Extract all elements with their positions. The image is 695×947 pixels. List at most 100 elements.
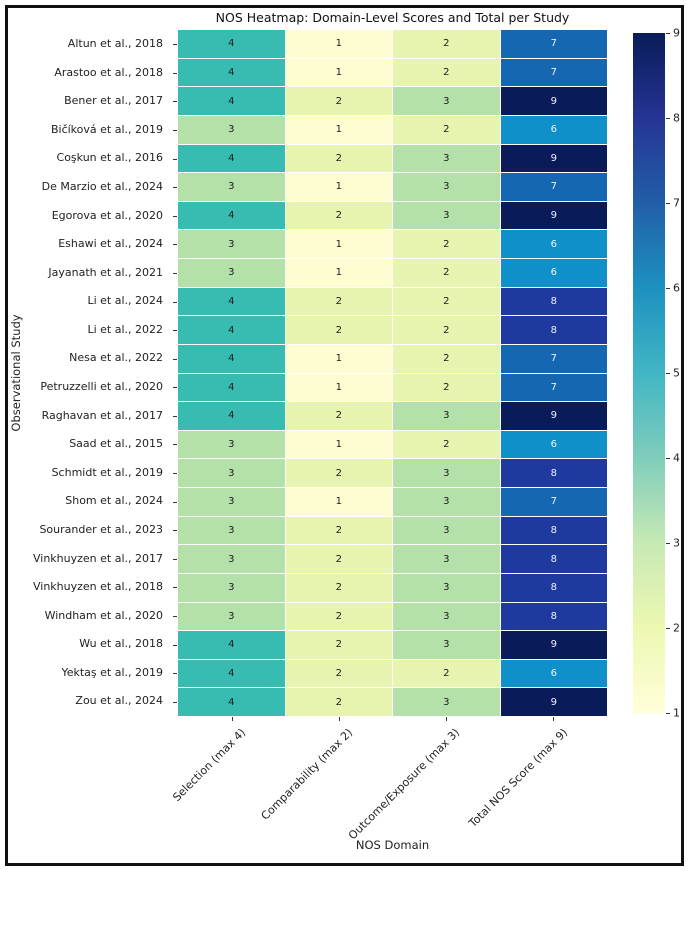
heatmap-cell: 1 xyxy=(285,115,392,144)
colorbar-tick-mark xyxy=(666,33,670,34)
y-tick-label: Shom et al., 2024 xyxy=(65,494,163,508)
y-tick-mark xyxy=(173,644,177,646)
heatmap-cell: 2 xyxy=(285,201,392,230)
heatmap-cell: 2 xyxy=(285,316,392,344)
heatmap-cell: 4 xyxy=(178,373,285,402)
heatmap-cell: 3 xyxy=(178,173,285,201)
x-tick-label-selection: Selection (max 4) xyxy=(170,726,249,804)
heatmap-cell: 2 xyxy=(393,30,500,58)
y-tick-label: Nesa et al., 2022 xyxy=(69,351,163,365)
heatmap-cell: 2 xyxy=(285,459,392,487)
x-tick-mark xyxy=(338,717,340,721)
heatmap-cell: 4 xyxy=(178,144,285,173)
y-tick-mark xyxy=(173,415,177,417)
heatmap-cell: 8 xyxy=(500,287,607,316)
heatmap-cell: 6 xyxy=(500,430,607,459)
y-tick-mark xyxy=(173,101,177,103)
heatmap-cell: 4 xyxy=(178,87,285,115)
x-tick-label-total: Total NOS Score (max 9) xyxy=(466,726,571,830)
colorbar-tick-mark xyxy=(666,458,670,459)
heatmap-cell: 3 xyxy=(393,545,500,573)
heatmap-cell: 2 xyxy=(285,573,392,602)
heatmap-cell: 1 xyxy=(285,230,392,258)
heatmap-cell: 3 xyxy=(393,173,500,201)
y-tick-label: Eshawi et al., 2024 xyxy=(58,237,163,251)
colorbar-tick-mark xyxy=(666,118,670,119)
heatmap-cell: 3 xyxy=(393,631,500,659)
heatmap-cell: 7 xyxy=(500,58,607,87)
y-tick-mark xyxy=(173,473,177,475)
heatmap-cell: 7 xyxy=(500,373,607,402)
heatmap-cell: 2 xyxy=(285,659,392,688)
heatmap-cell: 2 xyxy=(285,631,392,659)
heatmap-cell: 9 xyxy=(500,631,607,659)
heatmap-cell: 2 xyxy=(393,659,500,688)
colorbar-tick-mark xyxy=(666,628,670,629)
y-tick-label: Schmidt et al., 2019 xyxy=(51,465,163,479)
y-tick-mark xyxy=(173,587,177,589)
y-tick-labels: Altun et al., 2018 Arastoo et al., 2018 Be… xyxy=(0,30,171,716)
heatmap-cell: 4 xyxy=(178,659,285,688)
heatmap-cell: 2 xyxy=(393,316,500,344)
heatmap-cell: 2 xyxy=(393,430,500,459)
y-tick-mark xyxy=(173,272,177,274)
heatmap-cell: 8 xyxy=(500,573,607,602)
y-tick-mark xyxy=(173,444,177,446)
heatmap-cell: 2 xyxy=(285,144,392,173)
heatmap-cell: 6 xyxy=(500,259,607,287)
heatmap-cell: 3 xyxy=(393,459,500,487)
heatmap-cell: 8 xyxy=(500,516,607,545)
heatmap-cell: 4 xyxy=(178,201,285,230)
heatmap-cell: 3 xyxy=(178,516,285,545)
y-tick-mark xyxy=(173,72,177,74)
heatmap-cell: 7 xyxy=(500,344,607,373)
heatmap-cell: 2 xyxy=(285,402,392,430)
colorbar-tick-mark xyxy=(666,543,670,544)
colorbar-tick-label: 7 xyxy=(673,196,680,210)
heatmap-cell: 7 xyxy=(500,30,607,58)
y-tick-label: Yektaş et al., 2019 xyxy=(61,665,163,679)
colorbar-tick-label: 2 xyxy=(673,621,680,635)
y-tick-mark xyxy=(173,187,177,189)
heatmap-cell: 2 xyxy=(285,87,392,115)
heatmap-cell: 7 xyxy=(500,488,607,516)
heatmap-cell: 8 xyxy=(500,316,607,344)
y-tick-mark xyxy=(173,701,177,703)
heatmap-cell: 2 xyxy=(285,602,392,631)
heatmap-cell: 2 xyxy=(393,115,500,144)
heatmap-cell: 1 xyxy=(285,30,392,58)
heatmap-cell: 6 xyxy=(500,115,607,144)
y-tick-label: Windham et al., 2020 xyxy=(44,608,163,622)
colorbar-tick-mark xyxy=(666,713,670,714)
y-tick-mark xyxy=(173,501,177,503)
y-tick-label: Vinkhuyzen et al., 2018 xyxy=(32,580,163,594)
y-tick-label: Arastoo et al., 2018 xyxy=(54,65,163,79)
colorbar-tick-mark xyxy=(666,373,670,374)
heatmap-cell: 6 xyxy=(500,659,607,688)
heatmap-cell: 3 xyxy=(393,201,500,230)
heatmap-cell: 8 xyxy=(500,459,607,487)
heatmap-cell: 9 xyxy=(500,402,607,430)
heatmap-cell: 2 xyxy=(393,58,500,87)
x-tick-mark xyxy=(231,717,233,721)
colorbar-tick-label: 6 xyxy=(673,281,680,295)
y-tick-label: Bener et al., 2017 xyxy=(64,94,163,108)
y-tick-label: Li et al., 2022 xyxy=(87,322,163,336)
heatmap-cell: 3 xyxy=(178,230,285,258)
y-tick-mark xyxy=(173,330,177,332)
heatmap-cell: 3 xyxy=(393,573,500,602)
colorbar-tick-label: 5 xyxy=(673,366,680,380)
y-tick-mark xyxy=(173,44,177,46)
y-tick-mark xyxy=(173,358,177,360)
y-tick-label: Zou et al., 2024 xyxy=(75,694,163,708)
y-tick-label: Bičíková et al., 2019 xyxy=(50,122,163,136)
heatmap-cell: 8 xyxy=(500,545,607,573)
y-tick-label: Raghavan et al., 2017 xyxy=(41,408,163,422)
heatmap-cell: 3 xyxy=(393,402,500,430)
heatmap-cell: 9 xyxy=(500,144,607,173)
x-tick-label-outcome: Outcome/Exposure (max 3) xyxy=(345,726,463,843)
heatmap-cell: 3 xyxy=(393,87,500,115)
y-tick-mark xyxy=(173,558,177,560)
heatmap-cell: 2 xyxy=(285,688,392,716)
